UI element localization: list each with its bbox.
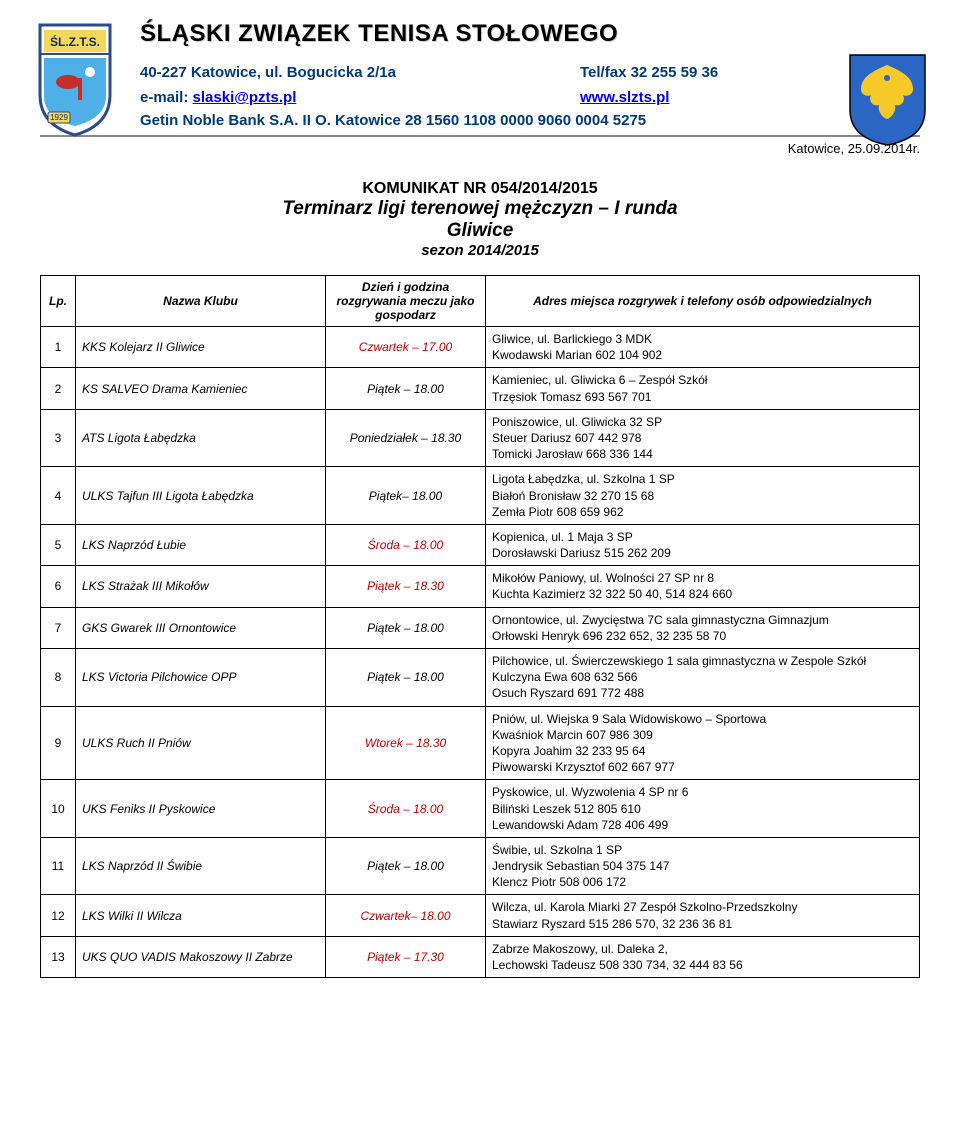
cell-day: Środa – 18.00 <box>326 524 486 565</box>
table-row: 1KKS Kolejarz II GliwiceCzwartek – 17.00… <box>41 327 920 368</box>
table-row: 7GKS Gwarek III OrnontowicePiątek – 18.0… <box>41 607 920 648</box>
doc-subtitle: Terminarz ligi terenowej mężczyzn – I ru… <box>40 198 920 220</box>
table-row: 5LKS Naprzód ŁubieŚroda – 18.00Kopienica… <box>41 524 920 565</box>
email-link[interactable]: slaski@pzts.pl <box>193 89 297 106</box>
cell-day: Piątek – 18.30 <box>326 566 486 607</box>
cell-lp: 4 <box>41 467 76 525</box>
table-row: 4ULKS Tajfun III Ligota ŁabędzkaPiątek– … <box>41 467 920 525</box>
cell-day: Czwartek – 17.00 <box>326 327 486 368</box>
web-line: www.slzts.pl <box>580 89 830 106</box>
cell-day: Wtorek – 18.30 <box>326 706 486 780</box>
email-label: e-mail: <box>140 89 188 106</box>
table-row: 8LKS Victoria Pilchowice OPPPiątek – 18.… <box>41 649 920 707</box>
header-text: ŚLĄSKI ZWIĄZEK TENISA STOŁOWEGO 40-227 K… <box>140 20 830 129</box>
cell-lp: 1 <box>41 327 76 368</box>
cell-lp: 8 <box>41 649 76 707</box>
col-day: Dzień i godzina rozgrywania meczu jako g… <box>326 276 486 327</box>
logo-left: ŚL.Z.T.S. 1929 <box>30 20 120 140</box>
cell-club: KS SALVEO Drama Kamieniec <box>76 368 326 409</box>
cell-day: Piątek – 18.00 <box>326 607 486 648</box>
cell-lp: 9 <box>41 706 76 780</box>
table-body: 1KKS Kolejarz II GliwiceCzwartek – 17.00… <box>41 327 920 978</box>
schedule-table: Lp. Nazwa Klubu Dzień i godzina rozgrywa… <box>40 275 920 978</box>
col-club: Nazwa Klubu <box>76 276 326 327</box>
cell-addr: Poniszowice, ul. Gliwicka 32 SPSteuer Da… <box>486 409 920 467</box>
table-row: 9ULKS Ruch II PniówWtorek – 18.30Pniów, … <box>41 706 920 780</box>
org-title: ŚLĄSKI ZWIĄZEK TENISA STOŁOWEGO <box>140 20 830 48</box>
cell-lp: 5 <box>41 524 76 565</box>
cell-day: Środa – 18.00 <box>326 780 486 838</box>
col-lp: Lp. <box>41 276 76 327</box>
cell-addr: Mikołów Paniowy, ul. Wolności 27 SP nr 8… <box>486 566 920 607</box>
table-row: 13UKS QUO VADIS Makoszowy II ZabrzePiąte… <box>41 936 920 977</box>
cell-lp: 12 <box>41 895 76 936</box>
cell-addr: Kopienica, ul. 1 Maja 3 SPDorosławski Da… <box>486 524 920 565</box>
table-row: 11LKS Naprzód II ŚwibiePiątek – 18.00Świ… <box>41 837 920 895</box>
col-addr: Adres miejsca rozgrywek i telefony osób … <box>486 276 920 327</box>
cell-club: LKS Wilki II Wilcza <box>76 895 326 936</box>
cell-club: KKS Kolejarz II Gliwice <box>76 327 326 368</box>
table-row: 3ATS Ligota ŁabędzkaPoniedziałek – 18.30… <box>41 409 920 467</box>
cell-club: LKS Naprzód Łubie <box>76 524 326 565</box>
address-row: 40-227 Katowice, ul. Bogucicka 2/1a Tel/… <box>140 64 830 81</box>
bank-line: Getin Noble Bank S.A. II O. Katowice 28 … <box>140 112 830 129</box>
cell-club: GKS Gwarek III Ornontowice <box>76 607 326 648</box>
cell-day: Piątek– 18.00 <box>326 467 486 525</box>
table-row: 12LKS Wilki II WilczaCzwartek– 18.00Wilc… <box>41 895 920 936</box>
cell-addr: Świbie, ul. Szkolna 1 SPJendrysik Sebast… <box>486 837 920 895</box>
cell-club: UKS QUO VADIS Makoszowy II Zabrze <box>76 936 326 977</box>
email-line: e-mail: slaski@pzts.pl <box>140 89 580 106</box>
eagle-crest-icon <box>845 50 930 150</box>
table-header-row: Lp. Nazwa Klubu Dzień i godzina rozgrywa… <box>41 276 920 327</box>
cell-day: Piątek – 17.30 <box>326 936 486 977</box>
table-row: 10UKS Feniks II PyskowiceŚroda – 18.00Py… <box>41 780 920 838</box>
cell-addr: Pniów, ul. Wiejska 9 Sala Widowiskowo – … <box>486 706 920 780</box>
cell-lp: 3 <box>41 409 76 467</box>
cell-lp: 10 <box>41 780 76 838</box>
cell-club: UKS Feniks II Pyskowice <box>76 780 326 838</box>
cell-lp: 7 <box>41 607 76 648</box>
cell-club: ULKS Tajfun III Ligota Łabędzka <box>76 467 326 525</box>
address: 40-227 Katowice, ul. Bogucicka 2/1a <box>140 64 580 81</box>
svg-text:1929: 1929 <box>50 113 68 122</box>
cell-addr: Zabrze Makoszowy, ul. Daleka 2,Lechowski… <box>486 936 920 977</box>
cell-lp: 11 <box>41 837 76 895</box>
cell-lp: 6 <box>41 566 76 607</box>
table-row: 2KS SALVEO Drama KamieniecPiątek – 18.00… <box>41 368 920 409</box>
logo-right <box>845 50 930 150</box>
doc-season: sezon 2014/2015 <box>40 242 920 259</box>
divider <box>40 135 920 137</box>
letterhead: ŚL.Z.T.S. 1929 ŚLĄSKI ZWIĄZEK TENISA STO… <box>40 20 920 156</box>
doc-date: Katowice, 25.09.2014r. <box>40 141 920 156</box>
cell-day: Czwartek– 18.00 <box>326 895 486 936</box>
contact-row: e-mail: slaski@pzts.pl www.slzts.pl <box>140 89 830 106</box>
crest-icon: ŚL.Z.T.S. 1929 <box>30 20 120 140</box>
doc-title-block: KOMUNIKAT NR 054/2014/2015 Terminarz lig… <box>40 180 920 259</box>
table-row: 6LKS Strażak III MikołówPiątek – 18.30Mi… <box>41 566 920 607</box>
cell-addr: Kamieniec, ul. Gliwicka 6 – Zespół Szkół… <box>486 368 920 409</box>
telfax: Tel/fax 32 255 59 36 <box>580 64 830 81</box>
doc-region: Gliwice <box>40 220 920 242</box>
cell-day: Piątek – 18.00 <box>326 837 486 895</box>
cell-addr: Ornontowice, ul. Zwycięstwa 7C sala gimn… <box>486 607 920 648</box>
cell-lp: 13 <box>41 936 76 977</box>
cell-addr: Pilchowice, ul. Świerczewskiego 1 sala g… <box>486 649 920 707</box>
doc-komunikat: KOMUNIKAT NR 054/2014/2015 <box>40 180 920 198</box>
cell-addr: Pyskowice, ul. Wyzwolenia 4 SP nr 6Biliń… <box>486 780 920 838</box>
cell-day: Piątek – 18.00 <box>326 368 486 409</box>
cell-addr: Gliwice, ul. Barlickiego 3 MDKKwodawski … <box>486 327 920 368</box>
cell-club: LKS Strażak III Mikołów <box>76 566 326 607</box>
cell-club: ULKS Ruch II Pniów <box>76 706 326 780</box>
cell-club: LKS Naprzód II Świbie <box>76 837 326 895</box>
svg-text:ŚL.Z.T.S.: ŚL.Z.T.S. <box>50 34 100 49</box>
cell-day: Poniedziałek – 18.30 <box>326 409 486 467</box>
cell-day: Piątek – 18.00 <box>326 649 486 707</box>
cell-club: LKS Victoria Pilchowice OPP <box>76 649 326 707</box>
cell-addr: Ligota Łabędzka, ul. Szkolna 1 SPBiałoń … <box>486 467 920 525</box>
web-link[interactable]: www.slzts.pl <box>580 89 669 106</box>
cell-lp: 2 <box>41 368 76 409</box>
cell-addr: Wilcza, ul. Karola Miarki 27 Zespół Szko… <box>486 895 920 936</box>
cell-club: ATS Ligota Łabędzka <box>76 409 326 467</box>
